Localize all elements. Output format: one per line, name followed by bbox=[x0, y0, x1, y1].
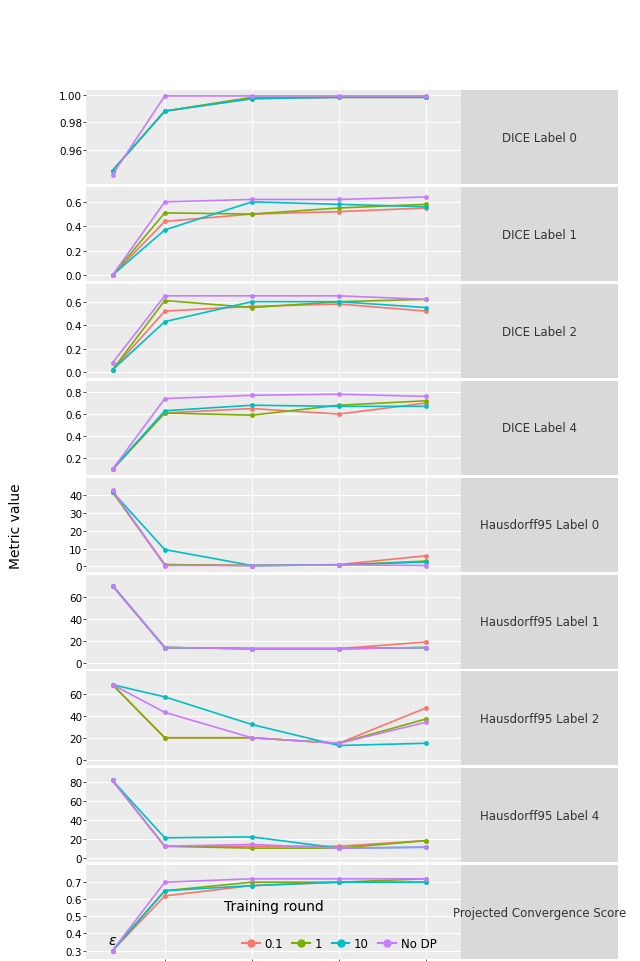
Text: Hausdorff95 Label 1: Hausdorff95 Label 1 bbox=[479, 615, 599, 628]
Text: DICE Label 0: DICE Label 0 bbox=[502, 132, 577, 145]
Text: Training round: Training round bbox=[224, 899, 323, 913]
Text: DICE Label 2: DICE Label 2 bbox=[502, 325, 577, 338]
Text: DICE Label 1: DICE Label 1 bbox=[502, 229, 577, 241]
Text: Metric value: Metric value bbox=[9, 482, 23, 568]
Text: Hausdorff95 Label 0: Hausdorff95 Label 0 bbox=[479, 519, 599, 531]
Legend: 0.1, 1, 10, No DP: 0.1, 1, 10, No DP bbox=[242, 937, 436, 950]
Text: Projected Convergence Score: Projected Convergence Score bbox=[452, 905, 626, 919]
Text: ε: ε bbox=[108, 933, 116, 947]
Text: Hausdorff95 Label 2: Hausdorff95 Label 2 bbox=[479, 712, 599, 726]
Text: Hausdorff95 Label 4: Hausdorff95 Label 4 bbox=[479, 809, 599, 822]
Text: DICE Label 4: DICE Label 4 bbox=[502, 422, 577, 435]
